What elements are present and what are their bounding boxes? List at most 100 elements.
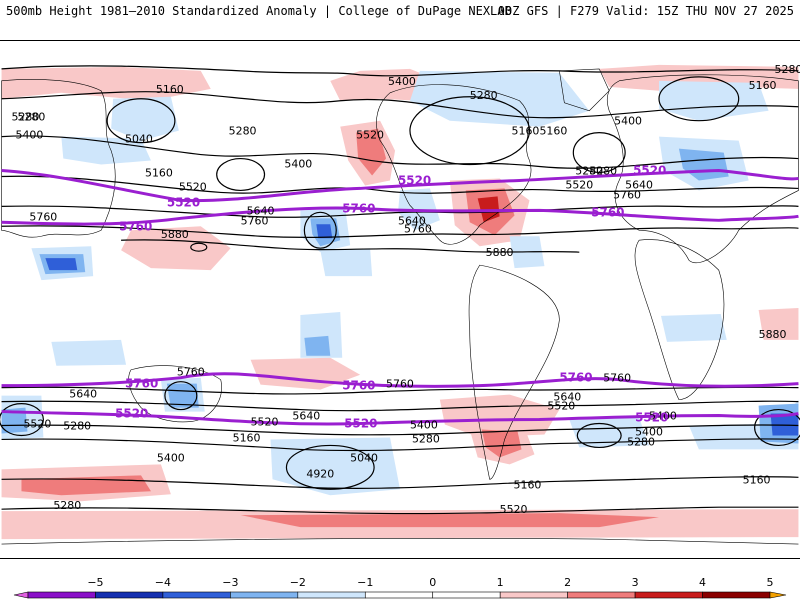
colorbar-tick-label: −3 xyxy=(222,576,238,589)
reference-contour-label: 5760 xyxy=(125,377,158,391)
anomaly-shading xyxy=(481,429,522,458)
anomaly-shading xyxy=(45,258,78,271)
contour-label: 5160 xyxy=(743,473,771,486)
contour-line xyxy=(1,225,799,238)
colorbar-bin xyxy=(432,591,501,599)
contour-label: 5280 xyxy=(627,435,655,448)
colorbar-tick-label: 5 xyxy=(767,576,774,589)
reference-contour-label: 5520 xyxy=(633,163,666,177)
colorbar-tick-label: −4 xyxy=(155,576,171,589)
contour-label: 5640 xyxy=(625,178,653,191)
contour-line xyxy=(1,476,799,489)
colorbar-tick-label: 0 xyxy=(429,576,436,589)
colorbar-bin xyxy=(297,591,366,599)
anomaly-shading xyxy=(356,128,387,176)
coastline-antarctica xyxy=(1,538,799,545)
contour-label: 5280 xyxy=(575,164,603,177)
contour-label: 5160 xyxy=(512,125,540,138)
reference-label-layer: 5520 5520 5520 5760 5760 5760 5760 5760 … xyxy=(115,163,668,430)
contour-closed xyxy=(754,408,800,447)
contour-label: 5640 xyxy=(553,391,581,404)
contour-line xyxy=(1,175,799,194)
colorbar-bin xyxy=(95,591,164,599)
contour-label: 5760 xyxy=(603,372,631,385)
contour-label: 5280 xyxy=(412,432,440,445)
anomaly-shading xyxy=(166,383,199,408)
contour-label: 5640 xyxy=(292,410,320,423)
anomaly-shading xyxy=(240,513,659,528)
anomaly-shading xyxy=(270,437,400,496)
contour-label: 5400 xyxy=(614,115,642,128)
contour-closed xyxy=(285,444,375,490)
colorbar-tick-label: 2 xyxy=(564,576,571,589)
contour-label-layer: 5400 5280 5160 5280 5160 5280 5400 5040 … xyxy=(12,63,800,516)
contour-label: 5400 xyxy=(157,451,185,464)
anomaly-shading xyxy=(770,413,799,436)
contour-closed xyxy=(216,157,266,192)
contour-label: 5400 xyxy=(410,419,438,432)
reference-contour-label: 5760 xyxy=(591,205,624,219)
colorbar-tick-label: 3 xyxy=(632,576,639,589)
contour-label: 5880 xyxy=(486,246,514,259)
anomaly-shading xyxy=(51,339,127,366)
anomaly-shading xyxy=(758,307,799,340)
contour-label: 5400 xyxy=(15,129,43,142)
contour-closed xyxy=(106,98,176,144)
reference-contour-label: 5760 xyxy=(559,371,592,385)
contour-line xyxy=(1,205,799,218)
colorbar-tick-label: −1 xyxy=(357,576,373,589)
coastline-eurasia-west xyxy=(1,79,116,238)
anomaly-map: 5400 5280 5160 5280 5160 5280 5400 5040 … xyxy=(0,40,800,559)
contour-label: 5040 xyxy=(350,451,378,464)
contour-closed xyxy=(303,211,337,249)
coastline-layer xyxy=(1,68,799,545)
contour-label: 5520 xyxy=(23,418,51,431)
colorbar-bin xyxy=(769,591,787,599)
contour-label: 5280 xyxy=(53,499,81,512)
reference-contours xyxy=(1,169,799,426)
reference-contour-5520-south xyxy=(1,410,799,426)
contour-label: 5760 xyxy=(29,210,57,223)
contour-closed xyxy=(576,422,622,449)
reference-contour-label: 5760 xyxy=(342,379,375,393)
contour-label: 5280 xyxy=(229,125,257,138)
contour-label: 5640 xyxy=(247,204,275,217)
coastline-north-america xyxy=(376,84,532,245)
colorbar-bin xyxy=(27,591,96,599)
contour-label: 5760 xyxy=(404,222,432,235)
reference-contour-5760-north xyxy=(1,206,799,226)
contour-label: 5280 xyxy=(775,63,800,76)
coastline-eurasia xyxy=(606,74,799,263)
contour-label: 5760 xyxy=(613,188,641,201)
contour-closed xyxy=(164,381,198,411)
anomaly-colorbar: −5 −4 −3 −2 −1 0 1 2 3 4 5 xyxy=(13,576,787,599)
contour-label: 5160 xyxy=(233,431,261,444)
contour-label: 4920 xyxy=(306,467,334,480)
colorbar-bin xyxy=(364,591,434,599)
contour-label: 5160 xyxy=(749,79,777,92)
anomaly-shading xyxy=(61,136,151,165)
contour-line xyxy=(1,386,799,395)
contour-label: 5760 xyxy=(177,366,205,379)
colorbar-bin xyxy=(162,591,231,599)
contour-label: 5280 xyxy=(17,111,45,124)
colorbar-bin xyxy=(230,591,299,599)
contour-label: 5280 xyxy=(12,111,40,124)
contour-label: 5520 xyxy=(565,178,593,191)
contour-label: 5280 xyxy=(63,419,91,432)
colorbar-bins xyxy=(13,591,787,599)
contour-closed xyxy=(658,76,740,122)
colorbar-bin xyxy=(499,591,568,599)
anomaly-fill-layer xyxy=(1,64,799,540)
contour-closed xyxy=(190,242,208,252)
contour-closed xyxy=(409,96,531,166)
colorbar-bin xyxy=(13,591,29,599)
colorbar-tick-label: −5 xyxy=(87,576,103,589)
contour-label: 5520 xyxy=(251,416,279,429)
contour-label: 5880 xyxy=(759,328,787,341)
colorbar-bin xyxy=(702,591,771,599)
contour-closed xyxy=(572,132,626,174)
contour-label: 5400 xyxy=(388,75,416,88)
colorbar-bin xyxy=(567,591,636,599)
contour-label: 5760 xyxy=(241,214,269,227)
